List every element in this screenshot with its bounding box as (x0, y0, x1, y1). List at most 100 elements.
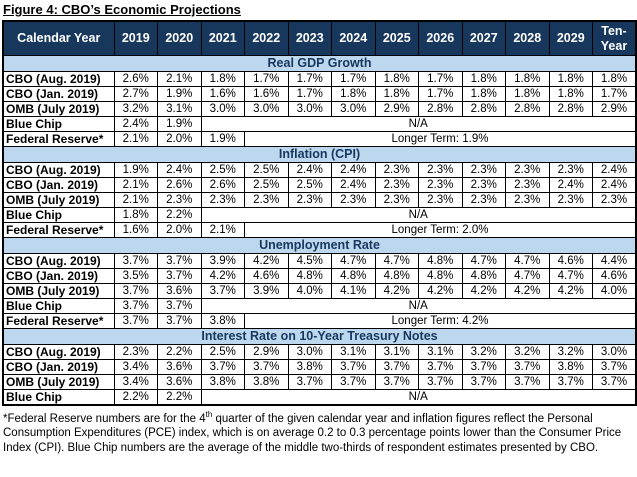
data-cell: 2.5% (244, 177, 289, 193)
table-row: Federal Reserve* 3.7% 3.7% 3.8% Longer Term:… (2, 313, 637, 329)
data-cell: 4.2% (418, 283, 463, 299)
data-cell: 2.0% (157, 222, 202, 238)
data-cell: 4.7% (548, 268, 593, 284)
data-cell: 3.7% (157, 268, 202, 284)
table-row: CBO (Jan. 2019) 2.1% 2.6% 2.6% 2.5% 2.5% 2.4% 2… (2, 177, 637, 193)
table-row: Blue Chip 2.2% 2.2% N/A (2, 389, 637, 406)
data-cell: 1.8% (592, 71, 637, 87)
table-row: Federal Reserve* 2.1% 2.0% 1.9% Longer Term:… (2, 131, 637, 147)
data-cell: 1.8% (331, 86, 376, 102)
year-header: 2025 (374, 20, 419, 56)
data-cell: 3.0% (331, 101, 376, 117)
data-cell: 2.8% (461, 101, 506, 117)
ten-year-header: Ten-Year (592, 20, 637, 56)
data-cell: 3.4% (113, 374, 158, 390)
data-cell: 4.2% (461, 283, 506, 299)
table-row: CBO (Jan. 2019) 3.4% 3.6% 3.7% 3.7% 3.8% 3.7% 3… (2, 359, 637, 375)
data-cell: 3.7% (505, 359, 550, 375)
data-cell: 2.8% (418, 101, 463, 117)
row-label: Federal Reserve* (2, 313, 115, 329)
data-cell: 2.2% (157, 207, 202, 223)
data-cell: 3.5% (113, 268, 158, 284)
data-cell: 3.7% (200, 359, 245, 375)
data-cell: 2.5% (200, 344, 245, 360)
data-cell: 4.7% (461, 253, 506, 269)
row-label: Blue Chip (2, 116, 115, 132)
data-cell: 3.7% (461, 359, 506, 375)
row-label: OMB (July 2019) (2, 283, 115, 299)
data-cell: 1.7% (244, 71, 289, 87)
data-cell: 3.6% (157, 283, 202, 299)
data-cell: 2.3% (374, 192, 419, 208)
data-cell: 2.4% (331, 162, 376, 178)
na-merged-cell: N/A (200, 116, 637, 132)
data-cell: 1.7% (418, 71, 463, 87)
data-cell: 2.2% (157, 389, 202, 406)
header-row: Calendar Year 2019 2020 2021 2022 2023 2024 202… (2, 20, 637, 56)
data-cell: 1.8% (461, 71, 506, 87)
row-label: Federal Reserve* (2, 131, 115, 147)
data-cell: 2.6% (113, 71, 158, 87)
data-cell: 2.3% (287, 192, 332, 208)
data-cell: 3.2% (113, 101, 158, 117)
row-label: CBO (Aug. 2019) (2, 253, 115, 269)
table-row: CBO (Aug. 2019) 3.7% 3.7% 3.9% 4.2% 4.5% 4.7% 4… (2, 253, 637, 269)
data-cell: 3.7% (200, 283, 245, 299)
data-cell: 2.8% (505, 101, 550, 117)
row-label: Blue Chip (2, 207, 115, 223)
data-cell: 4.7% (331, 253, 376, 269)
data-cell: 2.1% (113, 177, 158, 193)
data-cell: 4.0% (287, 283, 332, 299)
projections-table: Calendar Year 2019 2020 2021 2022 2023 2024 202… (2, 20, 637, 406)
row-label: OMB (July 2019) (2, 192, 115, 208)
data-cell: 3.7% (287, 374, 332, 390)
data-cell: 2.5% (244, 162, 289, 178)
data-cell: 3.2% (461, 344, 506, 360)
data-cell: 2.3% (505, 162, 550, 178)
data-cell: 3.9% (200, 253, 245, 269)
data-cell: 2.1% (157, 71, 202, 87)
data-cell: 3.7% (592, 374, 637, 390)
data-cell: 2.3% (374, 162, 419, 178)
table-row: CBO (Aug. 2019) 2.6% 2.1% 1.8% 1.7% 1.7% 1.7% 1… (2, 71, 637, 87)
data-cell: 2.4% (592, 177, 637, 193)
data-cell: 4.2% (505, 283, 550, 299)
na-merged-cell: N/A (200, 298, 637, 314)
data-cell: 1.8% (113, 207, 158, 223)
data-cell: 4.2% (244, 253, 289, 269)
data-cell: 3.7% (374, 359, 419, 375)
data-cell: 3.7% (113, 298, 158, 314)
data-cell: 2.4% (113, 116, 158, 132)
data-cell: 3.7% (592, 359, 637, 375)
data-cell: 3.8% (244, 374, 289, 390)
calendar-year-header: Calendar Year (2, 20, 115, 56)
data-cell: 4.7% (505, 268, 550, 284)
data-cell: 3.7% (548, 374, 593, 390)
footnote: *Federal Reserve numbers are for the 4th… (1, 406, 636, 455)
data-cell: 2.6% (200, 177, 245, 193)
data-cell: 3.0% (244, 101, 289, 117)
table-row: Blue Chip 3.7% 3.7% N/A (2, 298, 637, 314)
data-cell: 2.9% (592, 101, 637, 117)
data-cell: 2.5% (287, 177, 332, 193)
year-header: 2021 (200, 20, 245, 56)
data-cell: 1.7% (418, 86, 463, 102)
data-cell: 3.4% (113, 359, 158, 375)
data-cell: 4.8% (461, 268, 506, 284)
data-cell: 1.7% (287, 71, 332, 87)
data-cell: 1.8% (374, 71, 419, 87)
year-header: 2019 (113, 20, 158, 56)
data-cell: 3.7% (157, 313, 202, 329)
data-cell: 1.8% (461, 86, 506, 102)
data-cell: 1.6% (200, 86, 245, 102)
data-cell: 2.3% (461, 162, 506, 178)
row-label: CBO (Jan. 2019) (2, 268, 115, 284)
table-row: Blue Chip 1.8% 2.2% N/A (2, 207, 637, 223)
data-cell: 2.3% (505, 177, 550, 193)
data-cell: 1.7% (331, 71, 376, 87)
data-cell: 3.1% (374, 344, 419, 360)
table-row: CBO (Aug. 2019) 2.3% 2.2% 2.5% 2.9% 3.0% 3.1% 3… (2, 344, 637, 360)
data-cell: 1.8% (374, 86, 419, 102)
section-band-row: Unemployment Rate (2, 237, 637, 254)
data-cell: 2.3% (374, 177, 419, 193)
